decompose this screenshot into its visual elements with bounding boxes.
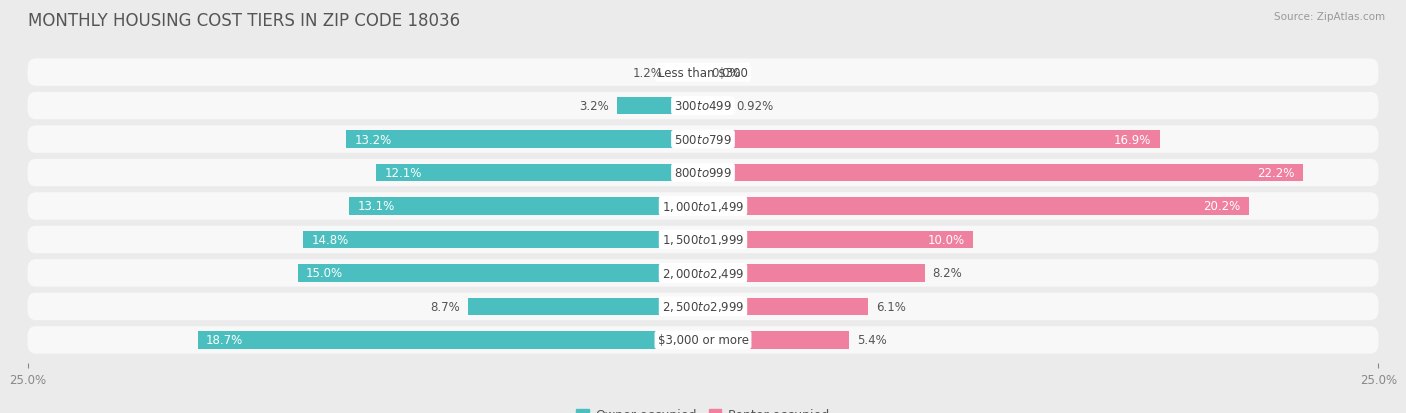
Bar: [703, 164, 1303, 182]
Bar: [375, 164, 703, 182]
Text: $1,500 to $1,999: $1,500 to $1,999: [662, 233, 744, 247]
Text: 22.2%: 22.2%: [1257, 166, 1295, 180]
Bar: [298, 265, 703, 282]
Bar: [671, 64, 703, 82]
Text: 8.2%: 8.2%: [932, 267, 962, 280]
Text: 1.2%: 1.2%: [633, 66, 662, 79]
Text: 0.92%: 0.92%: [735, 100, 773, 113]
FancyBboxPatch shape: [28, 159, 1378, 187]
Bar: [703, 198, 1249, 215]
Text: 12.1%: 12.1%: [384, 166, 422, 180]
Text: Source: ZipAtlas.com: Source: ZipAtlas.com: [1274, 12, 1385, 22]
Text: 20.2%: 20.2%: [1204, 200, 1240, 213]
Bar: [304, 231, 703, 249]
Text: Less than $300: Less than $300: [658, 66, 748, 79]
Bar: [703, 131, 1160, 148]
FancyBboxPatch shape: [28, 126, 1378, 153]
Text: $1,000 to $1,499: $1,000 to $1,499: [662, 199, 744, 214]
Text: 13.1%: 13.1%: [357, 200, 395, 213]
Bar: [703, 231, 973, 249]
Text: 6.1%: 6.1%: [876, 300, 905, 313]
Text: $800 to $999: $800 to $999: [673, 166, 733, 180]
FancyBboxPatch shape: [28, 93, 1378, 120]
Bar: [617, 97, 703, 115]
Text: 3.2%: 3.2%: [579, 100, 609, 113]
FancyBboxPatch shape: [28, 326, 1378, 354]
Text: MONTHLY HOUSING COST TIERS IN ZIP CODE 18036: MONTHLY HOUSING COST TIERS IN ZIP CODE 1…: [28, 12, 460, 30]
Text: 16.9%: 16.9%: [1114, 133, 1152, 146]
Text: $2,500 to $2,999: $2,500 to $2,999: [662, 300, 744, 313]
FancyBboxPatch shape: [28, 260, 1378, 287]
Text: $300 to $499: $300 to $499: [673, 100, 733, 113]
Text: 15.0%: 15.0%: [307, 267, 343, 280]
Bar: [703, 298, 868, 316]
FancyBboxPatch shape: [28, 293, 1378, 320]
Bar: [198, 331, 703, 349]
Legend: Owner-occupied, Renter-occupied: Owner-occupied, Renter-occupied: [571, 404, 835, 413]
Bar: [703, 97, 728, 115]
Text: 13.2%: 13.2%: [354, 133, 392, 146]
Text: 10.0%: 10.0%: [928, 233, 965, 247]
FancyBboxPatch shape: [28, 193, 1378, 220]
FancyBboxPatch shape: [28, 59, 1378, 87]
Text: $3,000 or more: $3,000 or more: [658, 334, 748, 347]
Text: 5.4%: 5.4%: [858, 334, 887, 347]
Text: 8.7%: 8.7%: [430, 300, 460, 313]
Text: 14.8%: 14.8%: [311, 233, 349, 247]
Bar: [349, 198, 703, 215]
Bar: [468, 298, 703, 316]
Bar: [703, 265, 925, 282]
Text: $2,000 to $2,499: $2,000 to $2,499: [662, 266, 744, 280]
Text: 0.0%: 0.0%: [711, 66, 741, 79]
Bar: [703, 331, 849, 349]
Text: $500 to $799: $500 to $799: [673, 133, 733, 146]
FancyBboxPatch shape: [28, 226, 1378, 254]
Bar: [346, 131, 703, 148]
Text: 18.7%: 18.7%: [205, 334, 243, 347]
